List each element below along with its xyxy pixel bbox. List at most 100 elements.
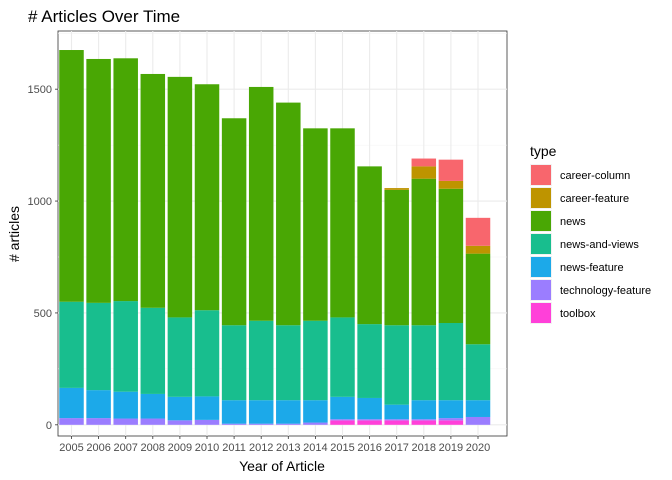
bar-segment-news-feature <box>59 387 84 419</box>
x-tick-label: 2013 <box>276 442 300 454</box>
bar-segment-news <box>86 58 111 303</box>
bar-segment-toolbox <box>357 420 382 425</box>
y-axis: 0 500 1000 1500 <box>28 84 58 432</box>
legend-label-news: news <box>560 216 586 228</box>
legend-swatch-news-feature <box>531 257 551 277</box>
x-tick-label: 2011 <box>222 442 246 454</box>
legend-label-news-and-views: news-and-views <box>560 239 639 251</box>
x-axis-title: Year of Article <box>239 458 325 474</box>
bar-segment-news-and-views <box>113 301 138 392</box>
bar-segment-news <box>438 188 464 324</box>
bar-segment-career-feature <box>411 166 437 179</box>
bar-segment-toolbox <box>384 420 409 425</box>
bar-segment-news-feature <box>167 396 193 421</box>
y-tick-label: 0 <box>46 420 52 432</box>
bar-segment-news-and-views <box>384 325 409 405</box>
bar-segment-news-and-views <box>86 302 111 391</box>
y-tick-label: 1500 <box>28 84 52 96</box>
y-axis-title: # articles <box>6 206 22 262</box>
bar-segment-career-column <box>438 159 464 181</box>
bar-segment-news-feature <box>384 404 409 420</box>
x-tick-label: 2005 <box>59 442 83 454</box>
bar-segment-technology-feature <box>59 418 84 425</box>
legend-swatch-career-feature <box>531 188 551 208</box>
legend-swatch-career-column <box>531 165 551 185</box>
bar-segment-news-feature <box>438 400 464 419</box>
legend-label-career-feature: career-feature <box>560 193 629 205</box>
bar-segment-news <box>276 102 301 326</box>
bar-segment-news <box>357 166 382 325</box>
legend: type career-column career-feature news news… <box>530 143 651 324</box>
bar-segment-technology-feature <box>248 423 274 425</box>
chart-title: # Articles Over Time <box>28 7 180 26</box>
bar-segment-toolbox <box>438 420 464 425</box>
bar-segment-news <box>113 58 138 302</box>
legend-swatch-news <box>531 211 551 231</box>
bar-segment-technology-feature <box>438 418 464 421</box>
bar-segment-technology-feature <box>411 419 437 421</box>
bar-segment-news-and-views <box>465 344 491 401</box>
bar-segment-technology-feature <box>357 419 382 421</box>
bar-segment-news <box>330 128 355 318</box>
bar-segment-technology-feature <box>330 419 355 421</box>
bar-segment-news-feature <box>248 400 274 424</box>
bar-segment-news-feature <box>140 393 166 419</box>
bar-segment-news <box>411 178 437 326</box>
legend-label-technology-feature: technology-feature <box>560 285 651 297</box>
legend-swatch-news-and-views <box>531 234 551 254</box>
bar-segment-technology-feature <box>86 418 111 425</box>
bar-segment-technology-feature <box>384 419 409 421</box>
x-tick-label: 2016 <box>357 442 381 454</box>
x-tick-label: 2009 <box>168 442 192 454</box>
legend-label-career-column: career-column <box>560 170 630 182</box>
bar-segment-news <box>465 253 491 345</box>
bar-segment-news <box>248 86 274 321</box>
x-tick-label: 2015 <box>330 442 354 454</box>
bar-segment-news-and-views <box>438 323 464 401</box>
bar-segment-news-and-views <box>330 317 355 397</box>
bar-segment-technology-feature <box>194 419 220 425</box>
bar-segment-career-column <box>465 217 491 246</box>
bar-segment-news-feature <box>411 400 437 420</box>
bar-segment-news <box>221 118 247 326</box>
bar-segment-news-feature <box>194 396 220 420</box>
bar-segment-news-and-views <box>167 317 193 397</box>
x-tick-label: 2017 <box>384 442 408 454</box>
bar-segment-technology-feature <box>221 423 247 425</box>
x-tick-label: 2018 <box>412 442 436 454</box>
x-tick-label: 2010 <box>195 442 219 454</box>
bar-segment-news <box>303 128 328 321</box>
bar-segment-news-feature <box>357 397 382 420</box>
x-tick-label: 2019 <box>439 442 463 454</box>
legend-label-toolbox: toolbox <box>560 308 596 320</box>
legend-title: type <box>530 143 557 159</box>
bar-segment-news-and-views <box>303 320 328 401</box>
bar-segment-news <box>140 73 166 308</box>
bar-segment-news-and-views <box>276 325 301 401</box>
bar-segment-technology-feature <box>303 422 328 425</box>
x-axis: 2005 2006 2007 2008 2009 2010 2011 2012 2013 2014… <box>59 436 490 454</box>
bar-segment-career-feature <box>384 188 409 190</box>
bar-segment-news-feature <box>303 400 328 423</box>
bar-segment-news-feature <box>330 396 355 420</box>
x-tick-label: 2014 <box>303 442 327 454</box>
bar-segment-toolbox <box>411 420 437 425</box>
bar-segment-news-and-views <box>140 307 166 394</box>
x-tick-label: 2020 <box>466 442 490 454</box>
bar-segment-news-and-views <box>221 325 247 401</box>
bar-segment-news-and-views <box>194 310 220 397</box>
bar-segment-news <box>194 84 220 311</box>
bar-segment-technology-feature <box>465 416 491 425</box>
bar-segment-news-feature <box>86 390 111 419</box>
bar-segment-technology-feature <box>276 423 301 425</box>
bar-segment-news-feature <box>113 391 138 419</box>
bars <box>59 50 491 425</box>
x-tick-label: 2008 <box>141 442 165 454</box>
bar-segment-news-and-views <box>248 320 274 401</box>
legend-label-news-feature: news-feature <box>560 262 624 274</box>
x-tick-label: 2012 <box>249 442 273 454</box>
bar-segment-toolbox <box>330 420 355 425</box>
bar-segment-news-feature <box>221 400 247 424</box>
legend-swatch-technology-feature <box>531 280 551 300</box>
